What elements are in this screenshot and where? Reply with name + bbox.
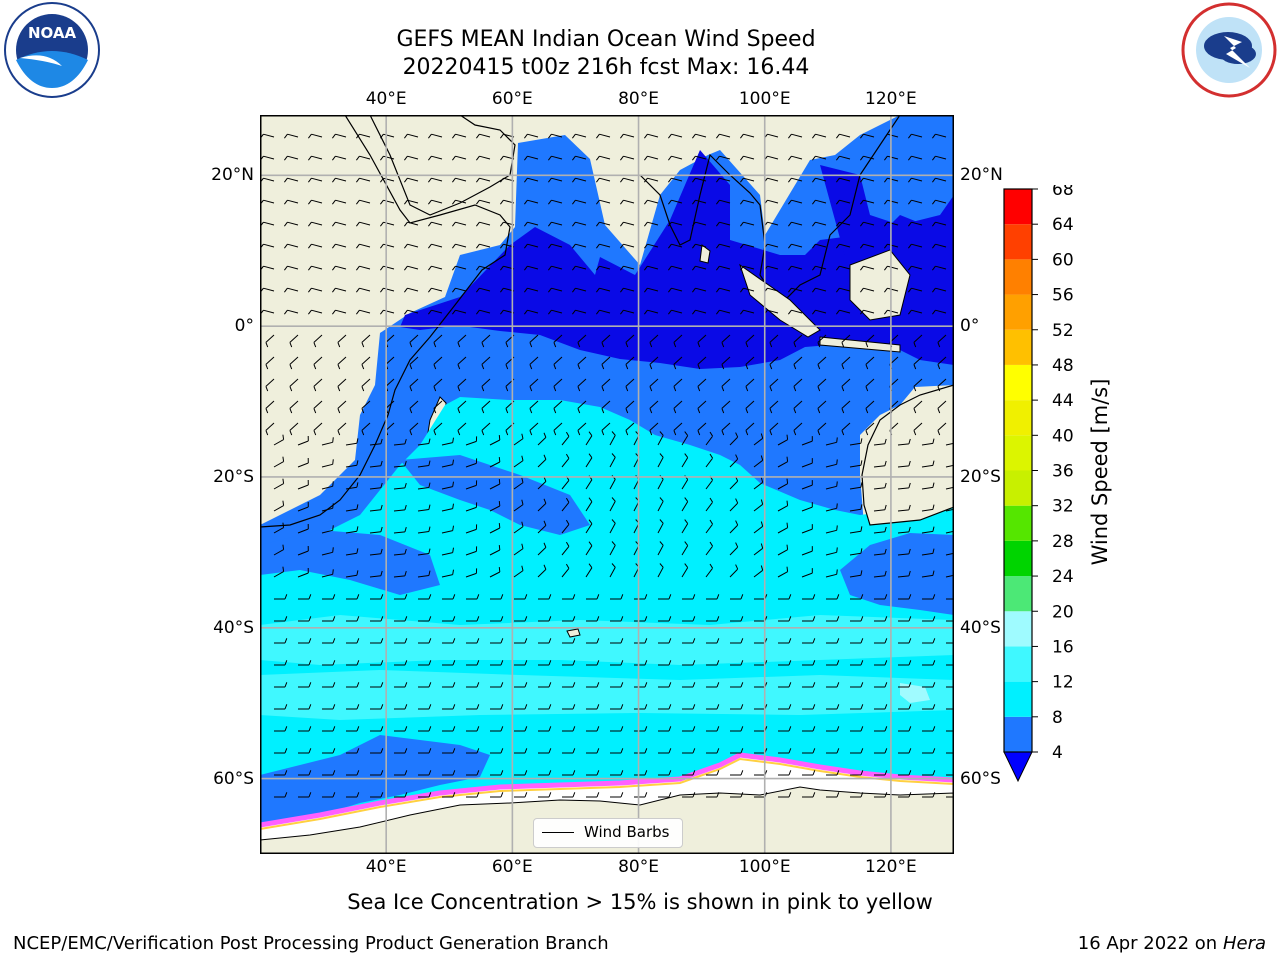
colorbar-bin <box>1004 611 1032 647</box>
lon-tick-label-top: 100°E <box>738 89 791 109</box>
colorbar-bin <box>1004 540 1032 577</box>
lat-tick-label-left: 20°S <box>213 466 254 487</box>
colorbar-tick-label: 8 <box>1052 708 1063 728</box>
lon-tick-label-bottom: 40°E <box>365 857 407 877</box>
borneo <box>849 249 911 321</box>
lat-tick-label-right: 40°S <box>960 617 1001 638</box>
colorbar-bin <box>1004 259 1032 295</box>
footer-date-text: 16 Apr 2022 on <box>1077 933 1223 954</box>
legend-line <box>542 832 574 833</box>
colorbar-tick-label: 52 <box>1052 321 1074 341</box>
lon-tick-label-top: 40°E <box>365 89 407 109</box>
colorbar-tick-label: 44 <box>1052 391 1074 411</box>
ocean-field-below-4 <box>400 150 954 369</box>
lon-tick-label-top: 80°E <box>618 89 659 109</box>
ocean-field-16-20 <box>900 683 930 703</box>
india-coastline <box>639 153 761 246</box>
colorbar-bin <box>1004 716 1032 752</box>
colorbar-tick-label: 60 <box>1052 250 1074 270</box>
ocean-field-4-8-southeast <box>840 533 954 615</box>
colorbar-tick-label: 64 <box>1052 215 1074 235</box>
kerguelen <box>566 628 581 638</box>
lat-tick-label-left: 20°N <box>211 165 254 186</box>
map-legend: Wind Barbs <box>533 818 683 848</box>
colorbar-tick-label: 68 <box>1052 185 1074 200</box>
lon-tick-label-bottom: 60°E <box>491 857 533 877</box>
colorbar-bin <box>1004 681 1032 717</box>
ice-edge-yellow <box>260 757 954 830</box>
sumatra <box>739 263 821 338</box>
colorbar-tick-label: 24 <box>1052 567 1074 587</box>
map-panel <box>260 115 954 854</box>
colorbar-bin <box>1004 505 1032 541</box>
legend-label: Wind Barbs <box>584 823 670 841</box>
australia <box>861 384 954 526</box>
noaa-logo-label: NOAA <box>28 24 77 42</box>
colorbar-bin <box>1004 294 1032 330</box>
colorbar-bin <box>1004 470 1032 506</box>
colorbar-bin <box>1004 400 1032 436</box>
colorbar-tick-label: 36 <box>1052 462 1074 482</box>
colorbar-tick-label: 20 <box>1052 602 1074 622</box>
lat-tick-label-left: 40°S <box>213 617 254 638</box>
footer-host: Hera <box>1222 933 1266 954</box>
wind-barbs <box>260 133 954 798</box>
ocean-field-12-16-b <box>260 670 954 720</box>
footer-credit: NCEP/EMC/Verification Post Processing Pr… <box>13 933 609 954</box>
map-frame <box>260 115 954 854</box>
nws-logo-icon <box>1181 2 1277 98</box>
lat-tick-label-right: 20°N <box>960 165 1003 186</box>
lon-tick-label-top: 120°E <box>865 89 917 109</box>
lat-tick-label-left: 60°S <box>213 768 254 789</box>
colorbar-label: Wind Speed [m/s] <box>1088 378 1112 566</box>
lat-tick-label-left: 0° <box>234 316 254 337</box>
map-grid <box>260 115 954 854</box>
colorbar-tick-label: 48 <box>1052 356 1074 376</box>
sri-lanka <box>699 244 711 264</box>
noaa-logo-icon: NOAA <box>4 2 100 98</box>
colorbar-bin <box>1004 646 1032 682</box>
ocean-field-4-8-tongue <box>400 455 590 535</box>
colorbar-bin <box>1004 189 1032 225</box>
lon-tick-label-bottom: 120°E <box>865 857 917 877</box>
africa-coastline <box>260 115 511 528</box>
ocean-field-4-8-southwest <box>260 530 440 595</box>
colorbar-tick-label: 12 <box>1052 673 1074 693</box>
lat-tick-label-right: 20°S <box>960 466 1001 487</box>
wind-barb-field <box>260 133 954 798</box>
colorbar-tick-label: 56 <box>1052 286 1074 306</box>
chart-title: GEFS MEAN Indian Ocean Wind Speed <box>396 27 816 52</box>
ocean-field-12-16-a <box>260 615 954 665</box>
java <box>819 336 901 353</box>
colorbar-tick-label: 16 <box>1052 637 1074 657</box>
colorbar-bin <box>1004 329 1032 365</box>
colorbar-tick-label: 28 <box>1052 532 1074 552</box>
colorbar-tick-label: 40 <box>1052 426 1074 446</box>
chart-subtitle: 20220415 t00z 216h fcst Max: 16.44 <box>402 55 810 80</box>
colorbar-bin <box>1004 364 1032 401</box>
sea-ice-note: Sea Ice Concentration > 15% is shown in … <box>347 890 933 914</box>
malay-peninsula-coastline <box>759 115 901 306</box>
footer-date: 16 Apr 2022 on Hera <box>1078 933 1266 954</box>
colorbar-tick-label: 32 <box>1052 497 1074 517</box>
lat-tick-label-right: 0° <box>960 316 980 337</box>
colorbar-under-arrow <box>1003 751 1033 783</box>
colorbar-bin <box>1004 435 1032 471</box>
lat-tick-label-right: 60°S <box>960 768 1001 789</box>
colorbar-tick-label: 4 <box>1052 743 1063 763</box>
colorbar-bin <box>1004 576 1032 612</box>
lon-tick-label-bottom: 100°E <box>738 857 791 877</box>
lon-tick-label-bottom: 80°E <box>618 857 659 877</box>
arabia-coastline <box>369 115 516 216</box>
colorbar-bin <box>1004 224 1032 260</box>
lon-tick-label-top: 60°E <box>491 89 533 109</box>
